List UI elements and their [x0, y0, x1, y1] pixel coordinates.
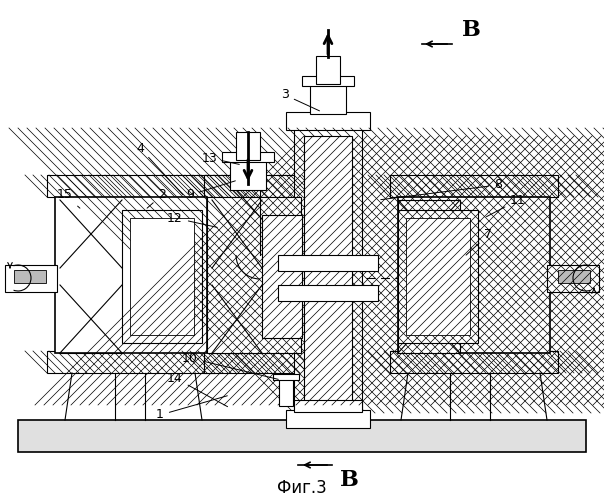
- Bar: [122, 210, 202, 343]
- Bar: [204, 175, 304, 197]
- Bar: [130, 218, 194, 335]
- Bar: [236, 132, 260, 160]
- Bar: [310, 82, 346, 114]
- Bar: [390, 351, 558, 373]
- Bar: [547, 265, 599, 292]
- Bar: [230, 158, 266, 190]
- Bar: [286, 112, 370, 130]
- Bar: [5, 265, 57, 292]
- Bar: [398, 210, 478, 343]
- Bar: [47, 351, 215, 373]
- Bar: [302, 76, 354, 86]
- Text: 7: 7: [466, 228, 492, 255]
- Bar: [262, 215, 302, 338]
- Bar: [294, 128, 362, 413]
- Bar: [316, 56, 340, 84]
- Bar: [14, 270, 46, 283]
- Bar: [390, 351, 558, 373]
- Bar: [398, 200, 460, 268]
- Bar: [278, 285, 378, 301]
- Text: 4: 4: [136, 142, 183, 195]
- Bar: [390, 175, 558, 197]
- Bar: [390, 175, 558, 197]
- Bar: [304, 136, 352, 405]
- Bar: [273, 374, 299, 380]
- Text: 2: 2: [147, 188, 166, 208]
- Bar: [212, 200, 262, 268]
- Bar: [204, 175, 304, 197]
- Text: 3: 3: [281, 88, 320, 111]
- Bar: [286, 410, 370, 428]
- Bar: [278, 255, 378, 271]
- Bar: [60, 200, 122, 268]
- Bar: [294, 128, 362, 413]
- Bar: [304, 136, 352, 405]
- Bar: [406, 218, 470, 335]
- Text: В: В: [462, 19, 481, 41]
- Bar: [18, 420, 586, 452]
- Bar: [47, 175, 215, 197]
- Text: 9: 9: [186, 181, 236, 202]
- Bar: [558, 270, 590, 283]
- Bar: [207, 197, 301, 353]
- Text: 12: 12: [167, 212, 217, 228]
- Bar: [222, 152, 274, 162]
- Bar: [60, 285, 122, 353]
- Text: В: В: [340, 469, 359, 491]
- Bar: [204, 351, 304, 373]
- Bar: [55, 197, 207, 353]
- Text: 1: 1: [156, 396, 227, 421]
- Bar: [212, 285, 262, 353]
- Text: 15: 15: [57, 188, 80, 208]
- Bar: [47, 351, 215, 373]
- Bar: [398, 285, 460, 353]
- Text: Фиг.3: Фиг.3: [277, 479, 327, 497]
- Text: 13: 13: [202, 152, 239, 164]
- Text: 10: 10: [182, 352, 278, 380]
- Text: 11: 11: [486, 194, 526, 216]
- Text: 14: 14: [167, 372, 228, 406]
- Bar: [294, 400, 362, 412]
- Bar: [47, 175, 215, 197]
- Text: 8: 8: [381, 178, 502, 200]
- Bar: [398, 197, 550, 353]
- Bar: [204, 351, 304, 373]
- Bar: [279, 378, 293, 406]
